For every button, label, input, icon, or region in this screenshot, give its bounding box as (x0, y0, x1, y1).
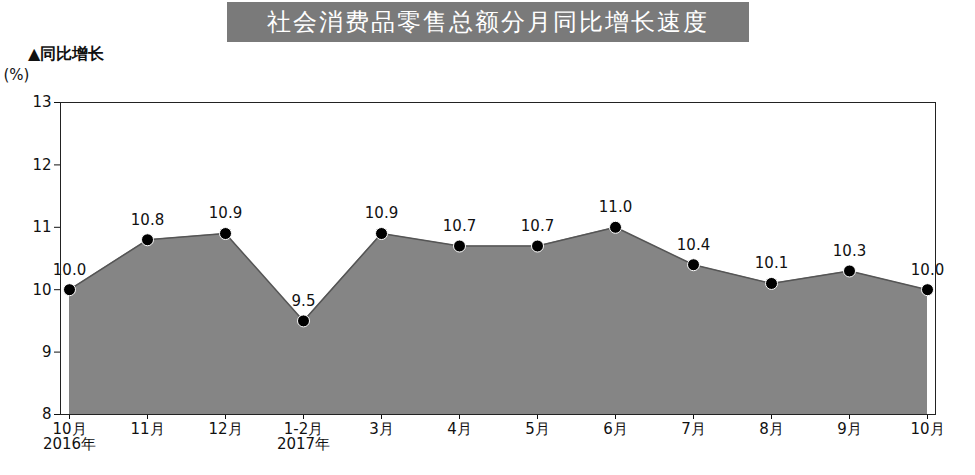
svg-text:10.3: 10.3 (833, 242, 866, 260)
svg-text:4月: 4月 (447, 420, 472, 438)
svg-text:10.9: 10.9 (365, 204, 398, 222)
svg-text:5月: 5月 (525, 420, 550, 438)
svg-text:7月: 7月 (681, 420, 706, 438)
svg-text:10月: 10月 (910, 420, 944, 438)
svg-text:3月: 3月 (369, 420, 394, 438)
svg-text:11.0: 11.0 (599, 198, 632, 216)
svg-text:11月: 11月 (130, 420, 164, 438)
svg-text:9.5: 9.5 (292, 292, 316, 310)
svg-text:8月: 8月 (759, 420, 784, 438)
svg-text:1-2月2017年: 1-2月2017年 (277, 420, 330, 453)
svg-text:8: 8 (42, 405, 52, 423)
svg-text:10月2016年: 10月2016年 (43, 420, 96, 453)
svg-text:(%): (%) (4, 66, 30, 84)
svg-text:10.9: 10.9 (209, 204, 242, 222)
svg-text:6月: 6月 (603, 420, 628, 438)
svg-text:13: 13 (32, 93, 51, 111)
svg-text:10.0: 10.0 (911, 261, 944, 279)
svg-text:10.4: 10.4 (677, 236, 710, 254)
svg-text:9月: 9月 (837, 420, 862, 438)
svg-text:10.1: 10.1 (755, 254, 788, 272)
svg-text:12: 12 (32, 156, 51, 174)
svg-text:10.7: 10.7 (521, 217, 554, 235)
svg-text:9: 9 (42, 343, 52, 361)
html-text:▲同比增长: ▲同比增长 (28, 44, 105, 63)
svg-text:10.7: 10.7 (443, 217, 476, 235)
html-text:社会消费品零售总额分月同比增长速度: 社会消费品零售总额分月同比增长速度 (266, 8, 709, 36)
svg-text:10.0: 10.0 (53, 261, 86, 279)
svg-text:10: 10 (32, 281, 51, 299)
svg-text:12月: 12月 (208, 420, 242, 438)
svg-text:11: 11 (32, 218, 51, 236)
svg-text:10.8: 10.8 (131, 211, 164, 229)
